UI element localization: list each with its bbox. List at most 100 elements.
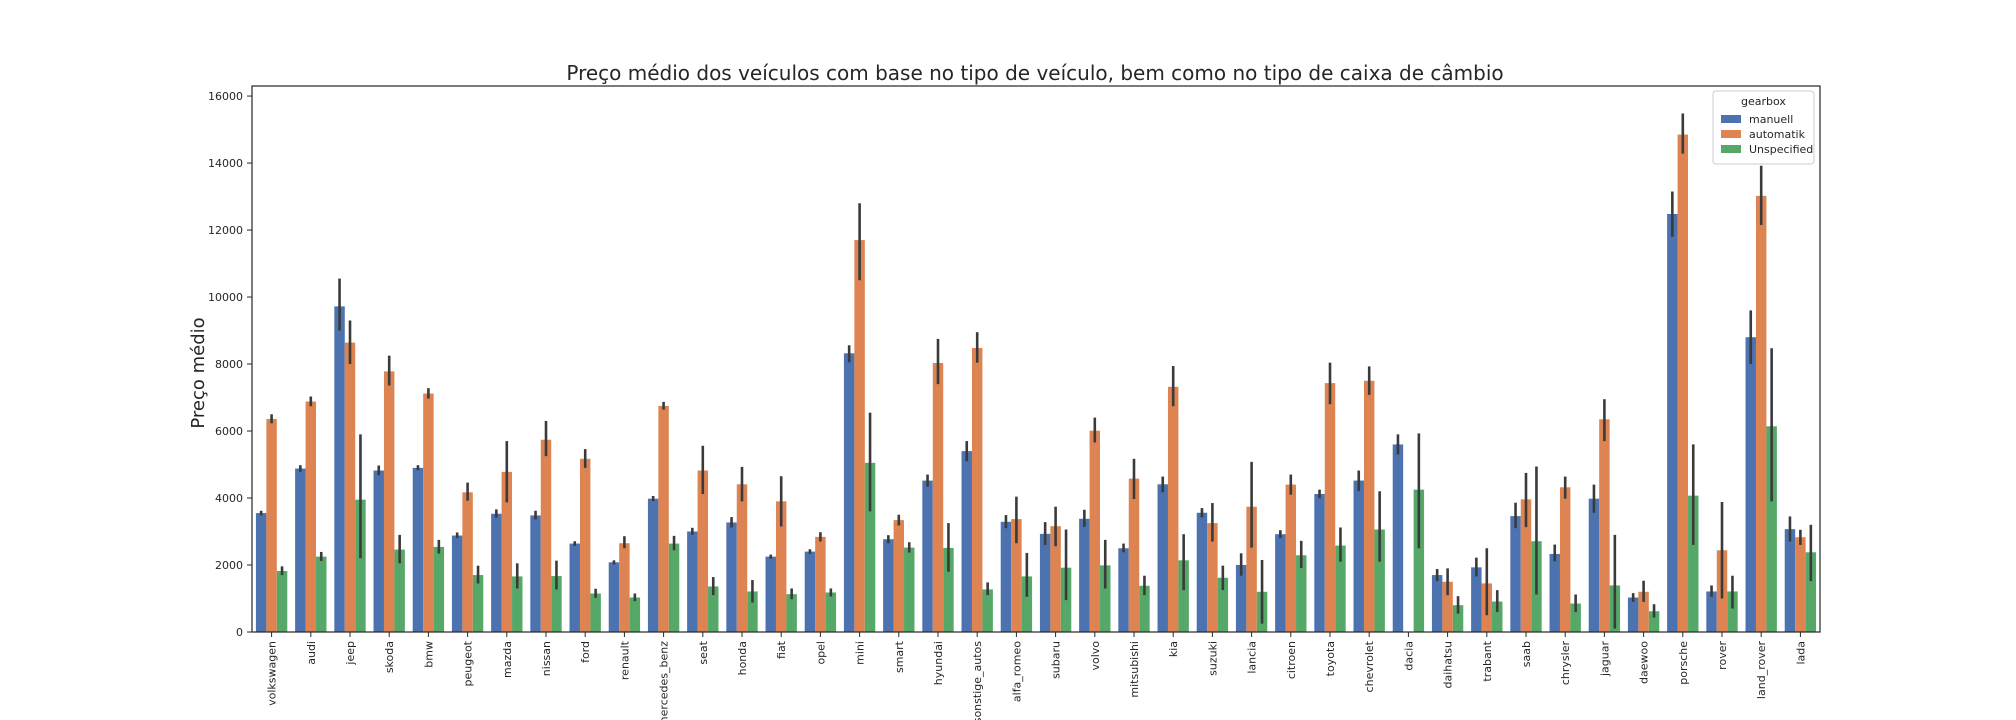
x-tick-label: subaru [1050,641,1063,679]
y-tick-label: 2000 [215,559,243,572]
error-bars-layer [259,113,1813,629]
x-tick-label: mazda [501,641,514,678]
x-tick-label: alfa_romeo [1010,641,1023,702]
bar-opel-manuell [804,551,816,632]
x-tick-label: trabant [1481,640,1494,681]
bar-jeep-automatik [344,342,356,632]
bar-chrysler-unspecified [1570,603,1581,632]
bar-nissan-unspecified [551,576,562,632]
legend-title: gearbox [1741,95,1786,108]
bar-porsche-automatik [1677,134,1689,632]
bar-lancia-manuell [1235,565,1247,632]
bar-volkswagen-automatik [266,418,277,632]
bar-toyota-manuell [1314,493,1325,632]
bar-nissan-manuell [530,515,541,632]
bar-smart-unspecified [904,547,915,632]
bar-renault-manuell [608,562,620,632]
bar-sonstige_autos-automatik [971,347,983,632]
x-tick-label: fiat [775,640,788,659]
bar-audi-manuell [295,468,306,632]
x-tick-label: mini [854,641,867,665]
bars-layer [255,134,1817,632]
bar-dacia-manuell [1392,444,1404,632]
x-tick-label: chrysler [1559,641,1572,686]
bar-jeep-unspecified [355,499,366,632]
x-tick-label: lancia [1246,641,1259,674]
bar-subaru-automatik [1050,526,1061,632]
bar-seat-manuell [687,531,698,632]
y-tick-label: 0 [236,626,243,639]
x-tick-label: dacia [1402,641,1415,671]
bar-smart-automatik [893,520,905,632]
x-tick-label: mitsubishi [1128,641,1141,698]
bar-jeep-manuell [334,306,345,632]
legend-swatch-automatik [1721,130,1741,138]
bar-rover-unspecified [1727,591,1738,632]
y-tick-label: 10000 [208,291,243,304]
bar-lancia-automatik [1246,506,1257,632]
y-tick-label: 12000 [208,224,243,237]
bar-volkswagen-unspecified [276,571,288,632]
x-tick-label: jeep [344,641,357,666]
x-tick-label: suzuki [1206,641,1219,676]
x-tick-label: opel [814,641,827,665]
bar-kia-manuell [1157,484,1168,632]
bar-mitsubishi-automatik [1128,478,1140,632]
bar-daihatsu-manuell [1431,575,1443,632]
bar-skoda-automatik [383,371,395,632]
bar-honda-unspecified [747,591,758,632]
bar-skoda-unspecified [394,549,405,632]
bar-honda-automatik [736,484,748,632]
bar-fiat-automatik [775,501,787,632]
bar-ford-manuell [569,543,580,632]
bar-toyota-automatik [1324,383,1336,632]
x-tick-label: volvo [1089,641,1102,671]
bar-sonstige_autos-manuell [961,451,972,632]
bar-saab-manuell [1510,516,1521,632]
x-tick-label: sonstige_autos [971,641,984,720]
x-tick-label: land_rover [1755,641,1768,700]
bar-kia-unspecified [1178,560,1189,632]
bar-lada-manuell [1784,529,1796,632]
x-tick-label: volkswagen [266,641,279,706]
bar-bmw-automatik [423,393,434,632]
x-tick-label: hyundai [932,641,945,685]
bar-chrysler-automatik [1559,487,1571,632]
bar-mercedes_benz-automatik [658,405,669,632]
bar-lada-automatik [1795,537,1806,632]
x-tick-label: renault [618,640,631,680]
bar-mazda-automatik [501,471,513,632]
bar-mini-automatik [854,240,865,632]
bar-audi-automatik [305,401,317,632]
bar-fiat-manuell [765,556,776,632]
bar-mercedes_benz-unspecified [668,543,680,632]
bar-chevrolet-manuell [1353,480,1364,632]
x-tick-label: ford [579,641,592,663]
bar-porsche-manuell [1667,213,1678,632]
bar-peugeot-automatik [462,492,473,632]
bar-alfa_romeo-manuell [1000,521,1012,632]
bar-sonstige_autos-unspecified [982,589,993,632]
bar-suzuki-automatik [1207,523,1218,632]
bar-citroen-manuell [1275,534,1286,632]
bar-hyundai-automatik [932,363,944,632]
bar-citroen-automatik [1285,484,1297,632]
bar-volvo-unspecified [1100,565,1111,632]
bar-porsche-unspecified [1688,495,1699,632]
x-tick-label: daihatsu [1442,641,1455,689]
x-tick-label: peugeot [462,640,475,686]
bar-chevrolet-automatik [1363,380,1375,632]
bar-kia-automatik [1167,386,1179,632]
bar-suzuki-unspecified [1217,577,1229,632]
y-tick-label: 8000 [215,358,243,371]
chart-title: Preço médio dos veículos com base no tip… [566,61,1503,85]
bar-nissan-automatik [540,439,552,632]
bar-daihatsu-automatik [1442,581,1453,632]
x-tick-label: saab [1520,641,1533,667]
y-tick-label: 6000 [215,425,243,438]
bar-dacia-unspecified [1413,489,1425,632]
x-axis-ticks: volkswagen audi jeep skoda bmw peugeot mazda ni… [266,632,1807,720]
bar-jaguar-automatik [1599,419,1610,632]
bar-honda-manuell [726,522,737,632]
